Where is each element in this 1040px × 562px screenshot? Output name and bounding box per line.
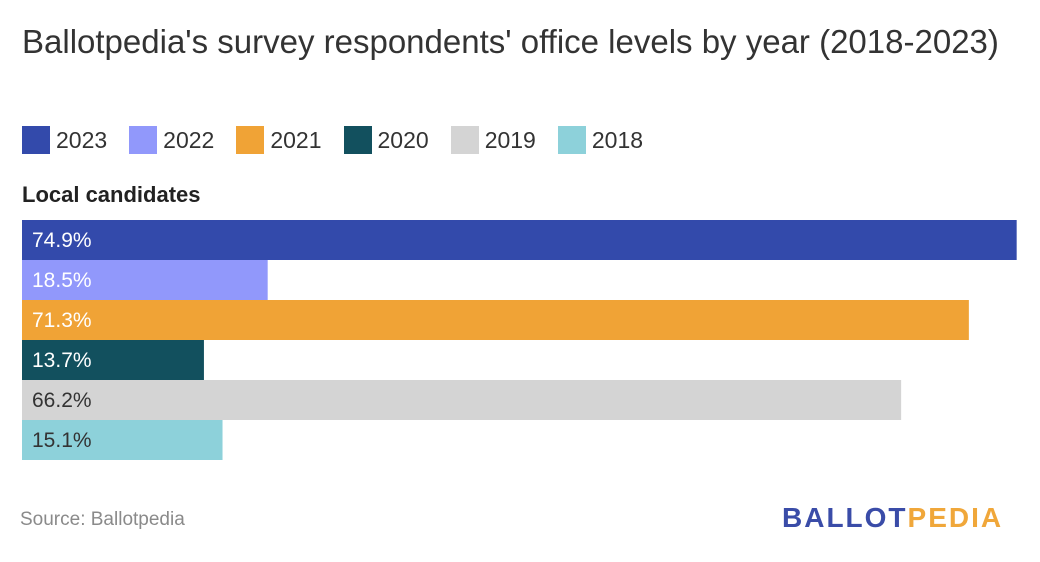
legend-label-2021: 2021 <box>270 126 322 153</box>
bar-value-label-2020: 13.7% <box>32 349 92 372</box>
logo-part-pedia: PEDIA <box>907 502 1004 533</box>
legend-label-2018: 2018 <box>591 126 644 153</box>
legend-swatch-2023 <box>22 126 50 154</box>
source-note: Source: Ballotpedia <box>20 509 185 530</box>
legend-swatch-2019 <box>450 126 479 154</box>
legend-item-2019: 2019 <box>450 126 536 154</box>
chart-title: Ballotpedia's survey respondents' office… <box>22 23 999 60</box>
legend-item-2022: 2022 <box>129 126 214 154</box>
bar-2019 <box>22 380 902 420</box>
bar-2023 <box>22 220 1017 260</box>
legend-item-2021: 2021 <box>236 126 322 154</box>
legend-label-2019: 2019 <box>484 126 536 153</box>
bar-value-label-2022: 18.5% <box>32 269 92 292</box>
legend-item-2023: 2023 <box>22 126 107 154</box>
bar-value-label-2023: 74.9% <box>32 229 92 252</box>
bar-2021 <box>22 300 969 340</box>
legend-swatch-2022 <box>129 126 158 154</box>
legend-swatch-2020 <box>343 126 372 154</box>
bar-value-label-2019: 66.2% <box>32 389 92 412</box>
legend-label-2022: 2022 <box>163 126 215 153</box>
legend-swatch-2021 <box>236 126 265 154</box>
bar-2022 <box>22 260 268 300</box>
bar-2018 <box>22 420 223 460</box>
legend: 2023 2022 2021 2020 2019 2018 <box>22 124 665 156</box>
legend-label-2023: 2023 <box>56 126 108 153</box>
bar-value-label-2021: 71.3% <box>32 309 92 332</box>
logo-part-ballot: BALLOT <box>782 502 908 533</box>
bar-2020 <box>22 340 204 380</box>
legend-item-2020: 2020 <box>343 126 429 154</box>
legend-label-2020: 2020 <box>377 126 429 153</box>
bar-value-label-2018: 15.1% <box>32 429 92 452</box>
group-label: Local candidates <box>22 182 201 207</box>
legend-item-2018: 2018 <box>557 126 644 154</box>
ballotpedia-logo: BALLOTPEDIA <box>782 502 1003 534</box>
bar-chart: 74.9% 18.5% 71.3% 13.7% 66.2% 15.1% <box>22 220 1017 460</box>
legend-swatch-2018 <box>557 126 586 154</box>
